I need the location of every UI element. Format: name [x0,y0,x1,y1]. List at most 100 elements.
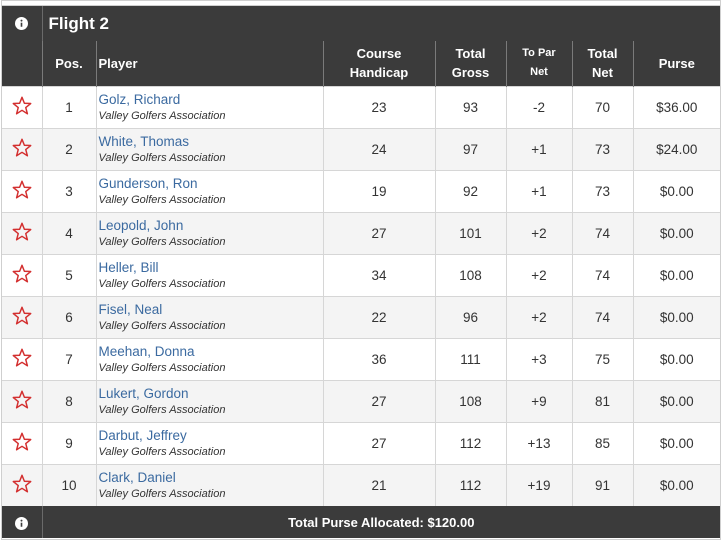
player-name-link[interactable]: Leopold, John [98,217,184,233]
player-association: Valley Golfers Association [98,403,226,416]
to-par-header-line1: To Par [522,47,556,60]
purse-cell: $0.00 [632,379,721,422]
info-icon [15,516,29,530]
player-association: Valley Golfers Association [98,319,226,332]
flight-info-button[interactable] [2,6,43,41]
favorite-star-button[interactable] [2,211,42,254]
total-net-header-line1: Total [587,46,618,62]
player-name-link[interactable]: Clark, Daniel [98,469,176,485]
course-handicap-cell: 27 [322,421,435,464]
favorite-star-button[interactable] [2,337,42,380]
pos-header[interactable]: Pos. [41,41,96,86]
total-gross-cell: 112 [434,421,506,464]
course-handicap-header[interactable]: Course Handicap [322,41,435,86]
player-association: Valley Golfers Association [98,109,226,122]
favorite-star-button[interactable] [2,85,42,128]
player-association: Valley Golfers Association [98,361,226,374]
favorite-star-button[interactable] [2,379,42,422]
purse-cell: $36.00 [632,85,721,128]
favorite-star-button[interactable] [2,295,42,338]
footer-row: Total Purse Allocated: $120.00 [2,506,721,538]
course-handicap-header-line2: Handicap [349,65,409,81]
column-headers: Pos. Player Course Handicap Total Gross To… [2,41,721,86]
player-name-link[interactable]: Darbut, Jeffrey [98,427,187,443]
footer-info-button[interactable] [2,506,43,538]
player-association: Valley Golfers Association [98,445,226,458]
total-net-header-line2: Net [592,65,613,81]
purse-cell: $0.00 [632,337,721,380]
total-gross-cell: 112 [434,463,506,506]
total-gross-header[interactable]: Total Gross [434,41,506,86]
total-gross-header-line2: Gross [451,65,490,81]
total-net-cell: 70 [571,85,633,128]
to-par-net-cell: +1 [505,127,572,170]
course-handicap-cell: 23 [322,85,435,128]
to-par-net-cell: +1 [505,169,572,212]
position-cell: 8 [41,379,96,422]
table-row: 8 Lukert, Gordon Valley Golfers Associatio… [2,379,721,422]
favorite-star-button[interactable] [2,463,42,506]
position-cell: 1 [41,85,96,128]
player-name-link[interactable]: Meehan, Donna [98,343,195,359]
info-icon [15,16,29,30]
player-name-link[interactable]: Lukert, Gordon [98,385,189,401]
star-icon [12,264,32,283]
position-cell: 10 [41,463,96,506]
position-cell: 4 [41,211,96,254]
to-par-net-cell: +2 [505,211,572,254]
position-cell: 2 [41,127,96,170]
star-icon [12,474,32,493]
purse-cell: $0.00 [632,253,721,296]
player-association: Valley Golfers Association [98,193,226,206]
player-name-link[interactable]: White, Thomas [98,133,190,149]
total-gross-cell: 108 [434,253,506,296]
player-name-link[interactable]: Gunderson, Ron [98,175,198,191]
total-gross-cell: 96 [434,295,506,338]
player-cell: Gunderson, Ron Valley Golfers Association [95,169,323,212]
total-net-cell: 73 [571,127,633,170]
favorite-star-button[interactable] [2,127,42,170]
player-cell: Golz, Richard Valley Golfers Association [95,85,323,128]
player-name-link[interactable]: Golz, Richard [98,91,181,107]
to-par-net-cell: +2 [505,253,572,296]
player-header[interactable]: Player [95,41,323,86]
purse-cell: $24.00 [632,127,721,170]
favorite-star-button[interactable] [2,169,42,212]
player-name-link[interactable]: Heller, Bill [98,259,159,275]
to-par-net-cell: +13 [505,421,572,464]
total-net-cell: 74 [571,295,633,338]
purse-header[interactable]: Purse [632,41,721,86]
player-cell: Fisel, Neal Valley Golfers Association [95,295,323,338]
table-row: 9 Darbut, Jeffrey Valley Golfers Associati… [2,421,721,464]
to-par-header-line2: Net [530,66,548,79]
total-gross-header-line1: Total [455,46,486,62]
total-gross-cell: 93 [434,85,506,128]
position-cell: 9 [41,421,96,464]
total-gross-cell: 111 [434,337,506,380]
favorite-star-button[interactable] [2,421,42,464]
table-row: 2 White, Thomas Valley Golfers Association… [2,127,721,170]
player-name-link[interactable]: Fisel, Neal [98,301,163,317]
player-cell: Clark, Daniel Valley Golfers Association [95,463,323,506]
total-net-cell: 81 [571,379,633,422]
total-net-cell: 91 [571,463,633,506]
player-association: Valley Golfers Association [98,487,226,500]
leaderboard-table: Flight 2 Pos. Player Course Handicap Tota… [2,6,721,538]
top-border [2,1,720,6]
to-par-net-cell: +19 [505,463,572,506]
position-cell: 3 [41,169,96,212]
player-cell: Meehan, Donna Valley Golfers Association [95,337,323,380]
to-par-net-header[interactable]: To Par Net [505,41,572,86]
player-cell: Leopold, John Valley Golfers Association [95,211,323,254]
total-net-cell: 74 [571,211,633,254]
total-net-header[interactable]: Total Net [571,41,633,86]
player-cell: Heller, Bill Valley Golfers Association [95,253,323,296]
table-row: 7 Meehan, Donna Valley Golfers Association… [2,337,721,380]
course-handicap-cell: 27 [322,211,435,254]
star-icon [12,306,32,325]
favorite-star-button[interactable] [2,253,42,296]
purse-cell: $0.00 [632,169,721,212]
flight-title: Flight 2 [42,6,721,41]
player-cell: Lukert, Gordon Valley Golfers Association [95,379,323,422]
total-net-cell: 85 [571,421,633,464]
